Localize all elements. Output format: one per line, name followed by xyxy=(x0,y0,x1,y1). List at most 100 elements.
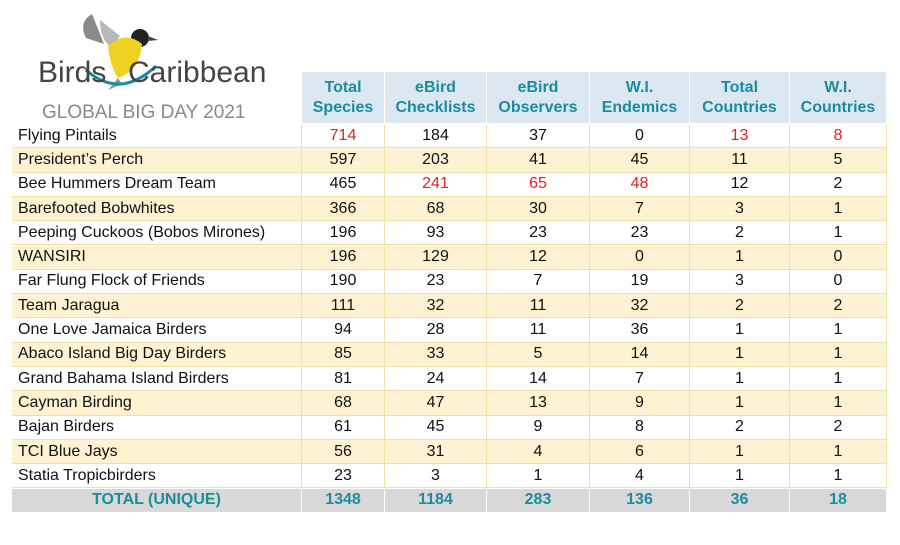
table-cell: 129 xyxy=(385,245,487,270)
table-cell: 37 xyxy=(487,124,590,149)
table-cell: 1 xyxy=(790,464,887,489)
team-name: One Love Jamaica Birders xyxy=(12,318,302,343)
table-cell: 32 xyxy=(385,294,487,319)
column-header: eBird Checklists xyxy=(385,72,487,124)
table-cell: 23 xyxy=(385,269,487,295)
total-cell: 1348 xyxy=(302,488,385,513)
table-cell: 190 xyxy=(302,269,385,295)
table-cell: 23 xyxy=(487,221,590,246)
table-cell: 13 xyxy=(487,391,590,416)
team-name: TCI Blue Jays xyxy=(12,439,302,465)
table-cell: 1 xyxy=(690,464,790,489)
table-cell: 8 xyxy=(790,124,887,149)
table-cell: 7 xyxy=(590,196,690,222)
table-cell: 32 xyxy=(590,294,690,319)
table-cell: 30 xyxy=(487,196,590,222)
table-cell: 1 xyxy=(790,342,887,367)
table-cell: 14 xyxy=(487,367,590,392)
table-cell: 4 xyxy=(487,439,590,465)
table-cell: 196 xyxy=(302,221,385,246)
table-cell: 11 xyxy=(487,294,590,319)
table-cell: 1 xyxy=(690,367,790,392)
table-cell: 12 xyxy=(690,172,790,197)
bird-beak xyxy=(148,36,158,41)
table-cell: 184 xyxy=(385,124,487,149)
team-name: Team Jaragua xyxy=(12,294,302,319)
table-cell: 465 xyxy=(302,172,385,197)
table-cell: 33 xyxy=(385,342,487,367)
table-cell: 11 xyxy=(487,318,590,343)
table-cell: 366 xyxy=(302,196,385,222)
column-header: Total Countries xyxy=(690,72,790,124)
logo-word: Birds xyxy=(38,56,106,89)
bird-wing xyxy=(83,14,104,44)
table-cell: 36 xyxy=(590,318,690,343)
table-cell: 65 xyxy=(487,172,590,197)
table-cell: 23 xyxy=(302,464,385,489)
table-cell: 0 xyxy=(590,124,690,149)
column-header: eBird Observers xyxy=(487,72,590,124)
logo-word: Caribbean xyxy=(128,56,266,89)
column-header: W.I. Countries xyxy=(790,72,887,124)
total-cell: 36 xyxy=(690,488,790,513)
table-cell: 1 xyxy=(690,245,790,270)
table-cell: 9 xyxy=(590,391,690,416)
table-cell: 68 xyxy=(302,391,385,416)
table-cell: 24 xyxy=(385,367,487,392)
table-cell: 1 xyxy=(690,342,790,367)
table-cell: 41 xyxy=(487,148,590,173)
table-cell: 5 xyxy=(790,148,887,173)
logo: Birds Caribbean GLOBAL BIG DAY 2021 xyxy=(38,14,266,123)
table-cell: 1 xyxy=(690,318,790,343)
table-cell: 19 xyxy=(590,269,690,295)
table-cell: 45 xyxy=(385,415,487,440)
table-cell: 12 xyxy=(487,245,590,270)
table-cell: 13 xyxy=(690,124,790,149)
table-cell: 3 xyxy=(690,196,790,222)
table-cell: 85 xyxy=(302,342,385,367)
team-name: Statia Tropicbirders xyxy=(12,464,302,489)
table-cell: 2 xyxy=(790,294,887,319)
table-cell: 1 xyxy=(790,221,887,246)
table-cell: 0 xyxy=(590,245,690,270)
table-cell: 1 xyxy=(690,439,790,465)
table-cell: 714 xyxy=(302,124,385,149)
table-cell: 0 xyxy=(790,269,887,295)
table-cell: 3 xyxy=(385,464,487,489)
table-cell: 196 xyxy=(302,245,385,270)
table-cell: 6 xyxy=(590,439,690,465)
table-cell: 241 xyxy=(385,172,487,197)
total-label: TOTAL (UNIQUE) xyxy=(12,488,302,513)
table-cell: 3 xyxy=(690,269,790,295)
table-cell: 203 xyxy=(385,148,487,173)
total-cell: 1184 xyxy=(385,488,487,513)
table-cell: 4 xyxy=(590,464,690,489)
table-cell: 11 xyxy=(690,148,790,173)
team-name: Peeping Cuckoos (Bobos Mirones) xyxy=(12,221,302,246)
table-cell: 1 xyxy=(790,367,887,392)
table-cell: 1 xyxy=(690,391,790,416)
team-name: Bajan Birders xyxy=(12,415,302,440)
logo-subtitle: GLOBAL BIG DAY 2021 xyxy=(42,102,245,123)
table-cell: 2 xyxy=(690,415,790,440)
logo-arc xyxy=(85,64,158,86)
team-name: President’s Perch xyxy=(12,148,302,173)
table-cell: 9 xyxy=(487,415,590,440)
total-cell: 136 xyxy=(590,488,690,513)
team-name: Cayman Birding xyxy=(12,391,302,416)
table-cell: 111 xyxy=(302,294,385,319)
table-cell: 23 xyxy=(590,221,690,246)
total-cell: 18 xyxy=(790,488,887,513)
table-cell: 1 xyxy=(790,318,887,343)
table-cell: 2 xyxy=(690,221,790,246)
column-header: Total Species xyxy=(302,72,385,124)
table-cell: 5 xyxy=(487,342,590,367)
table-cell: 597 xyxy=(302,148,385,173)
team-name: Barefooted Bobwhites xyxy=(12,196,302,222)
table-cell: 61 xyxy=(302,415,385,440)
bird-body xyxy=(108,37,142,78)
team-name: Flying Pintails xyxy=(12,124,302,149)
total-cell: 283 xyxy=(487,488,590,513)
table-cell: 1 xyxy=(790,391,887,416)
